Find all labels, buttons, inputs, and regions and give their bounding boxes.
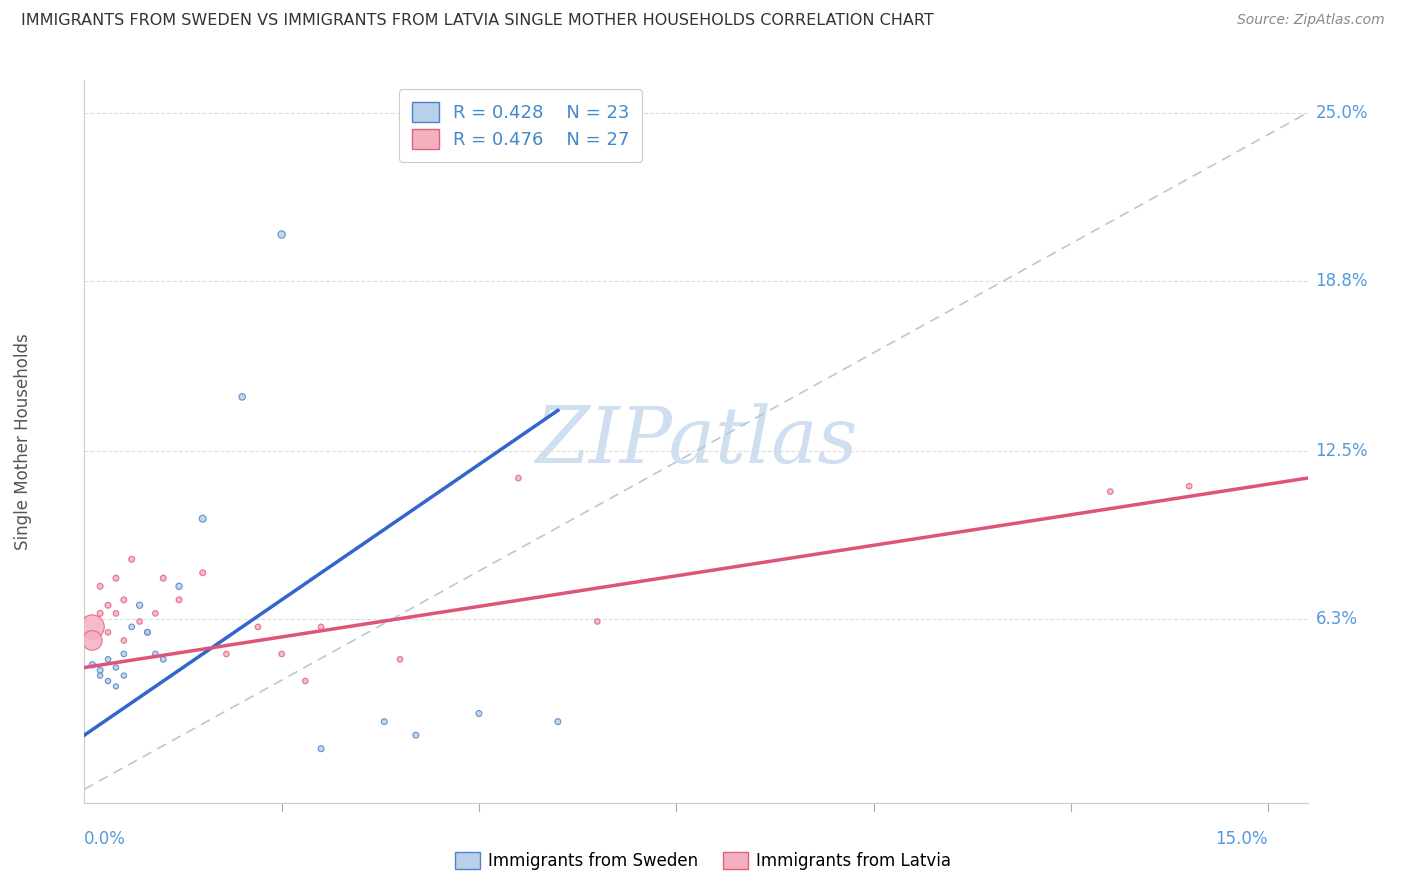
Point <box>136 625 159 640</box>
Text: 18.8%: 18.8% <box>1316 271 1368 290</box>
Point <box>104 607 127 621</box>
Point <box>270 647 292 661</box>
Point <box>121 552 143 566</box>
Point <box>547 714 569 729</box>
Point <box>82 657 104 672</box>
Point <box>104 571 127 585</box>
Text: 6.3%: 6.3% <box>1316 610 1357 628</box>
Point <box>215 647 238 661</box>
Text: Source: ZipAtlas.com: Source: ZipAtlas.com <box>1237 13 1385 28</box>
Point <box>97 599 120 613</box>
Point <box>89 579 111 593</box>
Point <box>152 652 174 666</box>
Point <box>128 599 150 613</box>
Point <box>121 620 143 634</box>
Text: 15.0%: 15.0% <box>1216 830 1268 848</box>
Point <box>89 663 111 677</box>
Point <box>1099 484 1122 499</box>
Text: 0.0%: 0.0% <box>84 830 127 848</box>
Point <box>405 728 427 742</box>
Point <box>246 620 269 634</box>
Text: 25.0%: 25.0% <box>1316 103 1368 121</box>
Point <box>389 652 412 666</box>
Point <box>112 633 135 648</box>
Point <box>191 566 214 580</box>
Legend: R = 0.428    N = 23, R = 0.476    N = 27: R = 0.428 N = 23, R = 0.476 N = 27 <box>399 89 643 161</box>
Point <box>294 673 316 688</box>
Point <box>167 579 190 593</box>
Point <box>82 620 104 634</box>
Point <box>1178 479 1201 493</box>
Point <box>97 625 120 640</box>
Point <box>112 647 135 661</box>
Point <box>145 607 167 621</box>
Point <box>152 571 174 585</box>
Point <box>136 625 159 640</box>
Text: IMMIGRANTS FROM SWEDEN VS IMMIGRANTS FROM LATVIA SINGLE MOTHER HOUSEHOLDS CORREL: IMMIGRANTS FROM SWEDEN VS IMMIGRANTS FRO… <box>21 13 934 29</box>
Point <box>82 633 104 648</box>
Point <box>112 668 135 682</box>
Point <box>309 620 332 634</box>
Text: ZIPatlas: ZIPatlas <box>534 403 858 480</box>
Point <box>586 615 609 629</box>
Point <box>231 390 253 404</box>
Point <box>191 511 214 525</box>
Point <box>373 714 395 729</box>
Point <box>97 652 120 666</box>
Point <box>270 227 292 242</box>
Point <box>468 706 491 721</box>
Text: Single Mother Households: Single Mother Households <box>14 334 32 549</box>
Point <box>128 615 150 629</box>
Legend: Immigrants from Sweden, Immigrants from Latvia: Immigrants from Sweden, Immigrants from … <box>449 845 957 877</box>
Point <box>145 647 167 661</box>
Point <box>508 471 530 485</box>
Point <box>104 660 127 674</box>
Point <box>167 592 190 607</box>
Text: 12.5%: 12.5% <box>1316 442 1368 460</box>
Point <box>89 607 111 621</box>
Point <box>112 592 135 607</box>
Point <box>309 741 332 756</box>
Point <box>104 680 127 694</box>
Point <box>89 668 111 682</box>
Point <box>97 673 120 688</box>
